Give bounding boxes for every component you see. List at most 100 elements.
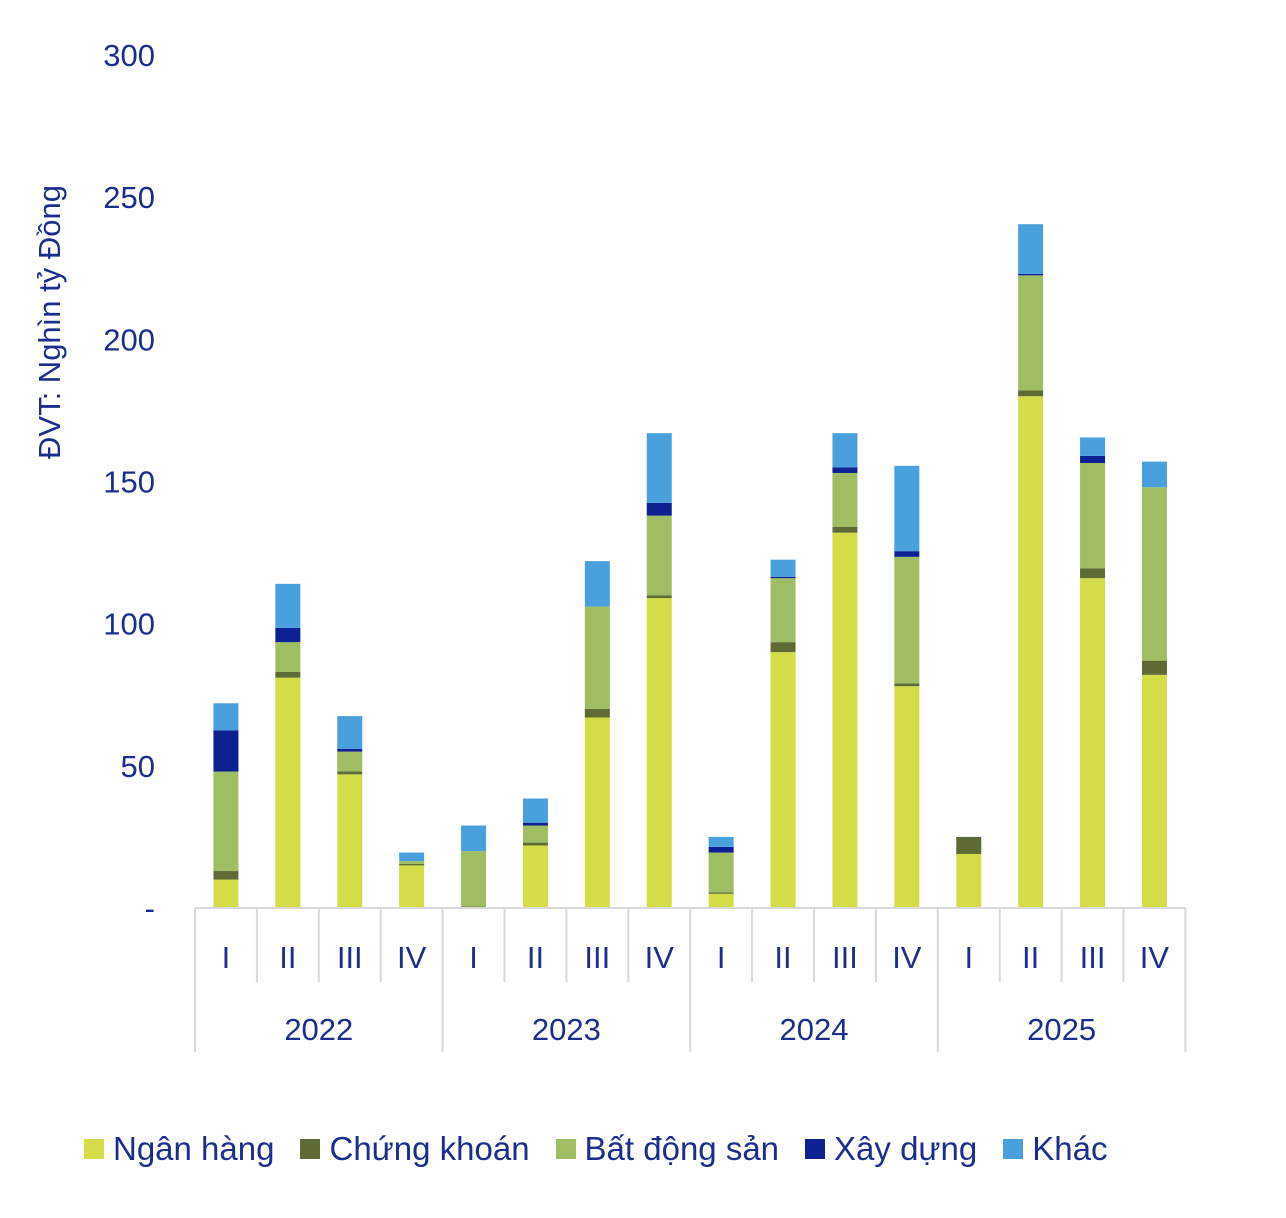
bar-segment [708, 846, 734, 853]
bar-segment [894, 551, 920, 557]
bar-segment [1080, 437, 1106, 456]
bar-segment [832, 467, 858, 473]
legend-item: Chứng khoán [300, 1130, 530, 1168]
x-category-label: II [1022, 940, 1039, 975]
x-category-label: II [279, 940, 296, 975]
bar-segment [1018, 224, 1044, 274]
bar-segment [956, 853, 982, 908]
bar-segment [337, 774, 363, 908]
bar-segment [708, 893, 734, 908]
bar-segment [1141, 660, 1167, 675]
bar-segment [894, 686, 920, 908]
bar-segment [337, 771, 363, 775]
bar-segment [646, 598, 672, 908]
bar-segment [213, 703, 239, 731]
legend-label: Xây dựng [834, 1130, 978, 1167]
bar-segment [337, 748, 363, 752]
bar-segment [646, 502, 672, 516]
x-category-label: I [964, 940, 973, 975]
bar-segment [832, 472, 858, 527]
x-category-label: III [584, 940, 610, 975]
bar-segment [522, 825, 548, 843]
x-group-label: 2022 [284, 1012, 353, 1047]
bar-segment [1141, 487, 1167, 661]
bar-segment [461, 825, 487, 852]
bar-segment [584, 717, 610, 908]
legend-swatch [805, 1139, 826, 1159]
legend-swatch [84, 1139, 104, 1159]
bar-segment [708, 852, 734, 893]
bar-segment [646, 515, 672, 596]
bar-segment [770, 642, 796, 653]
x-category-label: I [222, 940, 231, 975]
x-category-label: I [469, 940, 478, 975]
bars [213, 224, 1167, 908]
bar-segment [832, 532, 858, 908]
bar-segment [956, 836, 982, 854]
bar-segment [770, 652, 796, 908]
bar-segment [894, 556, 920, 684]
bar-segment [584, 561, 610, 607]
x-category-label: III [832, 940, 858, 975]
x-category-label: II [527, 940, 544, 975]
bar-segment [1080, 463, 1106, 569]
y-tick-label: - [145, 891, 155, 926]
bar-segment [399, 863, 425, 866]
legend-swatch [555, 1139, 576, 1159]
legend-item: Ngân hàng [84, 1130, 274, 1168]
y-tick-label: 100 [103, 607, 155, 642]
legend-item: Xây dựng [805, 1130, 977, 1168]
y-axis-label: ĐVT: Nghìn tỷ Đồng [32, 185, 67, 459]
bar-segment [894, 683, 920, 687]
legend-item: Khác [1003, 1130, 1107, 1168]
bar-segment [461, 851, 487, 907]
bar-segment [213, 730, 239, 772]
bar-segment [832, 526, 858, 533]
bar-segment [1018, 390, 1044, 397]
bar-segment [522, 842, 548, 846]
legend: Ngân hàng Chứng khoán Bất động sản Xây dựng… [84, 1130, 1133, 1168]
bar-segment [275, 642, 301, 673]
bar-segment [832, 433, 858, 468]
bar-segment [584, 708, 610, 718]
x-group-label: 2023 [532, 1012, 601, 1047]
x-group-label: 2024 [780, 1012, 849, 1047]
bar-segment [213, 771, 239, 872]
bar-segment [770, 559, 796, 577]
bar-segment [894, 465, 920, 552]
legend-item: Bất động sản [555, 1130, 780, 1168]
bar-segment [275, 627, 301, 643]
y-tick-label: 300 [103, 38, 155, 73]
bar-segment [1080, 568, 1106, 579]
bar-segment [275, 583, 301, 628]
bar-segment [275, 672, 301, 678]
x-category-label: I [717, 940, 726, 975]
bar-segment [337, 716, 363, 749]
bar-segment [522, 822, 548, 826]
y-tick-label: 150 [103, 465, 155, 500]
bar-segment [213, 879, 239, 908]
bar-segment [770, 576, 796, 579]
bar-segment [399, 865, 425, 908]
bar-segment [1018, 396, 1044, 908]
bar-segment [1018, 273, 1044, 276]
y-tick-label: 250 [103, 180, 155, 215]
legend-label: Khác [1032, 1130, 1108, 1167]
bar-segment [708, 892, 734, 894]
bar-segment [1018, 275, 1044, 391]
bar-segment [646, 595, 672, 599]
bar-segment [399, 852, 425, 862]
bar-segment [275, 677, 301, 908]
x-category-label: IV [397, 940, 427, 975]
bar-segment [584, 606, 610, 709]
bar-segment [522, 845, 548, 908]
y-axis-tick-labels: - 50 100 150 200 250 300 [103, 38, 155, 926]
legend-label: Bất động sản [584, 1130, 780, 1167]
legend-label: Chứng khoán [329, 1130, 530, 1167]
x-category-label: III [1080, 940, 1106, 975]
x-category-label: IV [645, 940, 675, 975]
y-tick-label: 200 [103, 322, 155, 357]
bar-segment [1080, 578, 1106, 908]
